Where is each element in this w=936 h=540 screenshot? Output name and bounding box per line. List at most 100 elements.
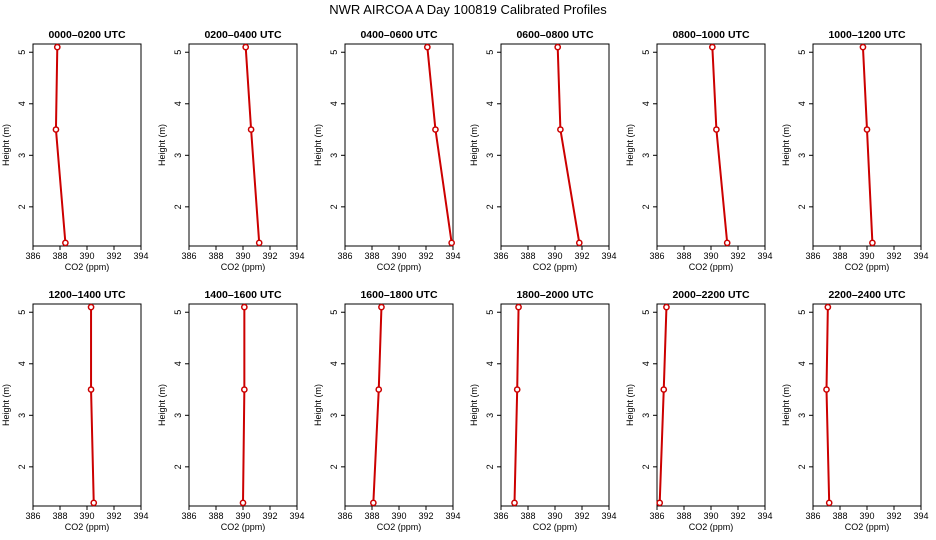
x-tick-label: 392 [574, 511, 589, 521]
x-tick-label: 390 [391, 511, 406, 521]
y-tick-label: 4 [17, 101, 27, 106]
y-tick-label: 5 [329, 50, 339, 55]
x-tick-label: 394 [133, 251, 148, 261]
x-tick-label: 390 [859, 251, 874, 261]
panel-10: 1800–2000 UTC 386 388 390 392 394 CO2 (ppm) 2 3 4… [469, 289, 617, 532]
panel-9: 1600–1800 UTC 386 388 390 392 394 CO2 (ppm) 2 3 4… [313, 289, 461, 532]
x-tick-label: 394 [445, 251, 460, 261]
x-tick-label: 392 [886, 251, 901, 261]
y-axis-label: Height (m) [157, 384, 167, 426]
x-tick-label: 394 [757, 251, 772, 261]
data-point [869, 239, 876, 247]
data-point [241, 386, 248, 393]
x-tick-label: 394 [289, 251, 304, 261]
y-tick-label: 4 [485, 101, 495, 106]
y-tick-label: 4 [173, 101, 183, 106]
x-tick-label: 390 [235, 511, 250, 521]
x-tick-label: 388 [832, 511, 847, 521]
x-tick-label: 388 [364, 511, 379, 521]
y-tick-label: 4 [641, 101, 651, 106]
y-tick-label: 3 [173, 153, 183, 158]
figure-title: NWR AIRCOA A Day 100819 Calibrated Profi… [329, 2, 607, 17]
x-tick-label: 386 [805, 251, 820, 261]
data-point [709, 43, 716, 51]
x-tick-label: 394 [913, 251, 928, 261]
profile-line [825, 307, 831, 503]
plot-frame [344, 303, 454, 507]
y-tick-label: 5 [641, 310, 651, 315]
x-tick-label: 386 [337, 251, 352, 261]
x-tick-label: 386 [493, 511, 508, 521]
panel-title: 1400–1600 UTC [204, 289, 281, 301]
x-tick-label: 390 [79, 511, 94, 521]
data-point [90, 499, 98, 507]
profile-line [513, 307, 520, 503]
y-axis-label: Height (m) [469, 384, 479, 426]
y-axis-label: Height (m) [313, 384, 323, 426]
data-point [242, 43, 250, 51]
y-tick-label: 5 [485, 310, 495, 315]
y-axis-label: Height (m) [1, 124, 11, 166]
data-point [824, 303, 832, 311]
y-tick-label: 4 [173, 361, 183, 366]
x-tick-label: 390 [79, 251, 94, 261]
data-point [660, 386, 668, 393]
x-axis-label: CO2 (ppm) [65, 522, 110, 532]
x-tick-label: 388 [676, 511, 691, 521]
plot-frame [656, 303, 766, 507]
x-tick-label: 388 [52, 251, 67, 261]
x-tick-label: 390 [547, 251, 562, 261]
y-tick-label: 4 [641, 361, 651, 366]
y-axis-label: Height (m) [313, 124, 323, 166]
x-tick-label: 392 [730, 251, 745, 261]
x-tick-label: 386 [493, 251, 508, 261]
panel-title: 1200–1400 UTC [48, 289, 125, 301]
x-axis-label: CO2 (ppm) [65, 262, 110, 272]
x-tick-label: 392 [418, 251, 433, 261]
x-tick-label: 392 [886, 511, 901, 521]
y-tick-label: 3 [329, 153, 339, 158]
y-tick-label: 4 [485, 361, 495, 366]
panel-title: 0200–0400 UTC [204, 29, 281, 41]
y-tick-label: 3 [17, 413, 27, 418]
plot-frame [32, 43, 142, 247]
panel-title: 0800–1000 UTC [672, 29, 749, 41]
y-axis-label: Height (m) [781, 124, 791, 166]
panel-title: 1600–1800 UTC [360, 289, 437, 301]
y-tick-label: 3 [641, 413, 651, 418]
panel-title: 0400–0600 UTC [360, 29, 437, 41]
x-tick-label: 390 [235, 251, 250, 261]
x-tick-label: 392 [418, 511, 433, 521]
data-point [723, 239, 731, 247]
y-tick-label: 3 [485, 413, 495, 418]
x-axis-label: CO2 (ppm) [533, 522, 578, 532]
data-point [557, 126, 564, 133]
x-axis-label: CO2 (ppm) [377, 262, 422, 272]
y-tick-label: 5 [173, 50, 183, 55]
x-axis-label: CO2 (ppm) [689, 262, 734, 272]
x-axis-label: CO2 (ppm) [845, 522, 890, 532]
panel-2: 0200–0400 UTC 386 388 390 392 394 CO2 (ppm) 2 3 4… [157, 29, 305, 272]
y-axis-label: Height (m) [1, 384, 11, 426]
profile-line [244, 47, 261, 243]
y-axis-label: Height (m) [625, 124, 635, 166]
y-tick-label: 4 [329, 101, 339, 106]
data-point [424, 43, 431, 51]
y-tick-label: 4 [797, 101, 807, 106]
y-tick-label: 5 [173, 310, 183, 315]
x-tick-label: 386 [649, 251, 664, 261]
y-tick-label: 4 [797, 361, 807, 366]
x-tick-label: 394 [133, 511, 148, 521]
x-tick-label: 386 [25, 251, 40, 261]
x-tick-label: 388 [832, 251, 847, 261]
x-tick-label: 388 [208, 511, 223, 521]
x-tick-label: 394 [445, 511, 460, 521]
y-tick-label: 2 [797, 464, 807, 469]
y-tick-label: 5 [641, 50, 651, 55]
data-point [239, 499, 247, 507]
data-point [241, 303, 248, 311]
x-tick-label: 386 [181, 511, 196, 521]
x-tick-label: 390 [859, 511, 874, 521]
data-point [247, 126, 255, 133]
